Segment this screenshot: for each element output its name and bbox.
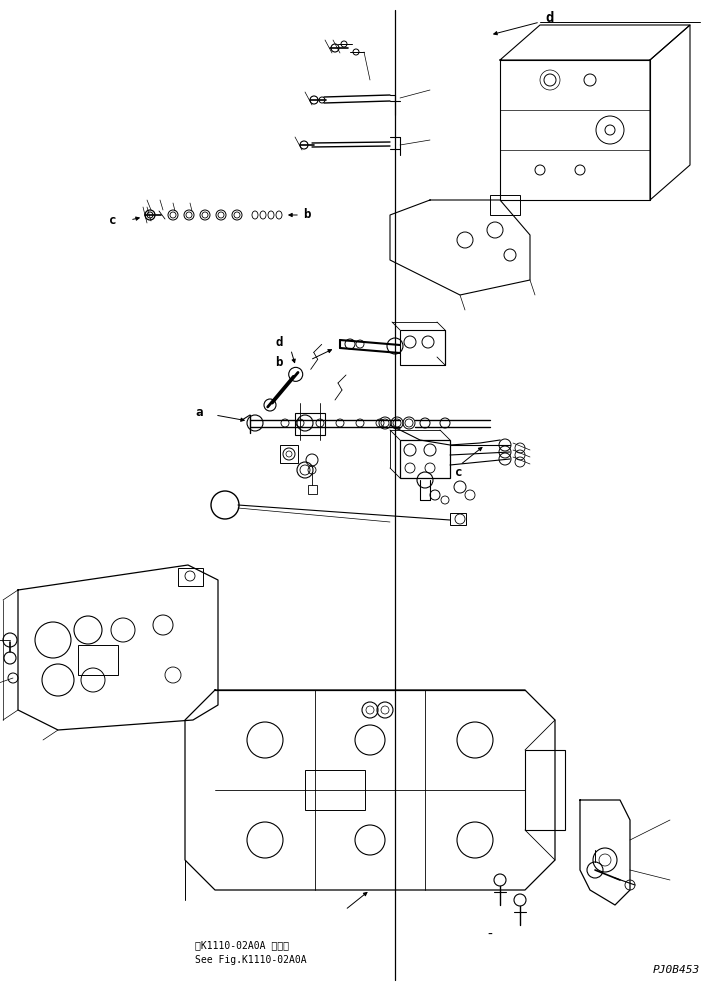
Bar xyxy=(400,440,450,478)
Text: b: b xyxy=(303,209,311,222)
Text: PJ0B453: PJ0B453 xyxy=(653,965,700,975)
Text: c: c xyxy=(455,467,463,480)
Bar xyxy=(525,750,565,830)
Bar xyxy=(308,485,317,494)
Bar xyxy=(400,330,445,365)
Text: -: - xyxy=(487,928,492,942)
Text: d: d xyxy=(545,11,553,25)
Text: a: a xyxy=(195,406,203,419)
Text: d: d xyxy=(276,336,283,349)
Text: 第K1110-02A0A 図参照: 第K1110-02A0A 図参照 xyxy=(195,940,289,950)
Bar xyxy=(305,770,365,810)
Bar xyxy=(295,413,325,435)
Bar xyxy=(450,513,466,525)
Text: b: b xyxy=(275,355,282,369)
Text: c: c xyxy=(109,214,117,226)
Bar xyxy=(280,445,298,463)
Text: See Fig.K1110-02A0A: See Fig.K1110-02A0A xyxy=(195,955,307,965)
Bar xyxy=(178,568,203,586)
Bar xyxy=(490,195,520,215)
Bar xyxy=(78,645,118,675)
